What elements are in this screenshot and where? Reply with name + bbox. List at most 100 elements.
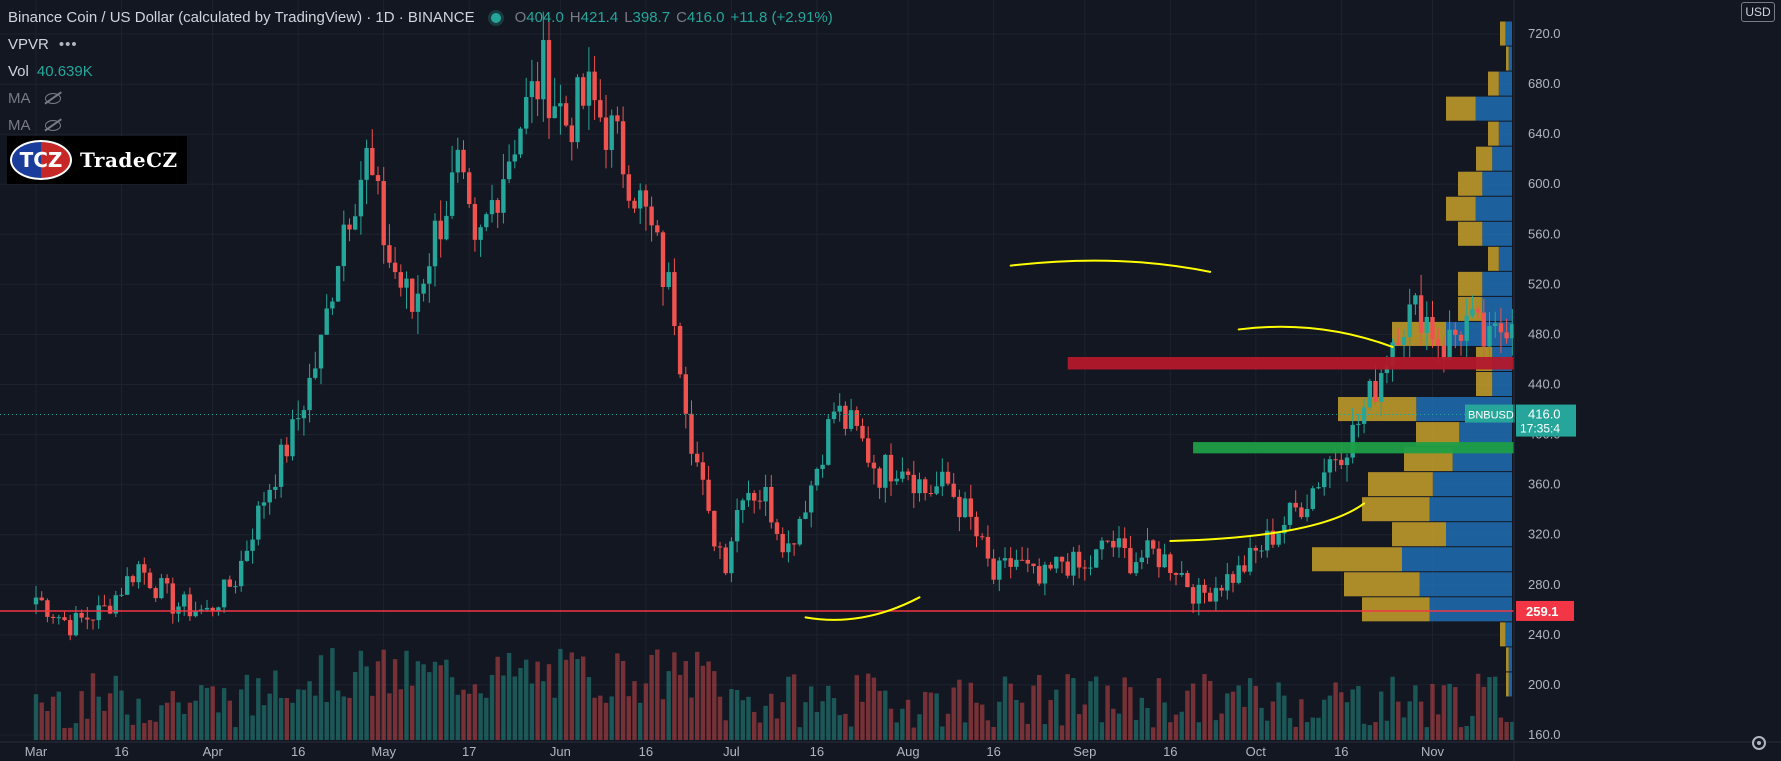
candle-body: [130, 576, 136, 583]
candle-body: [1162, 554, 1167, 568]
symbol-title[interactable]: Binance Coin / US Dollar (calculated by …: [8, 9, 475, 26]
legend-ma1-row[interactable]: MA: [8, 85, 833, 112]
vp-bar-down: [1476, 146, 1493, 171]
currency-selector[interactable]: USD: [1741, 2, 1775, 22]
volume-bar: [387, 693, 392, 740]
candle-body: [1025, 559, 1030, 564]
volume-bar: [1304, 722, 1310, 740]
volume-bar: [1453, 687, 1458, 740]
volume-bar: [677, 674, 683, 740]
candle-body: [717, 546, 723, 548]
volume-bar: [586, 677, 592, 740]
volume-bar: [1322, 699, 1327, 740]
candle-body: [729, 541, 734, 574]
volume-bar: [278, 697, 284, 740]
volume-bar: [1333, 682, 1338, 740]
volume-bar: [883, 690, 888, 740]
candle-body: [1128, 548, 1133, 574]
volume-bar: [130, 724, 136, 740]
volume-bar: [176, 702, 181, 740]
time-tick-label: 17: [462, 744, 476, 759]
candle-body: [1373, 380, 1378, 402]
hidden-eye-icon[interactable]: [44, 120, 61, 131]
volume-bar: [1031, 685, 1036, 740]
volume-bar: [39, 702, 44, 740]
volume-bar: [951, 687, 956, 740]
volume-bar: [495, 656, 500, 740]
vp-bar-up: [1498, 246, 1512, 271]
price-tick-label: 680.0: [1528, 76, 1561, 91]
candle-body: [147, 572, 153, 589]
volume-bar: [1464, 726, 1469, 740]
candle-body: [997, 560, 1002, 580]
candle-body: [689, 413, 694, 454]
volume-bar: [1299, 699, 1304, 740]
ohlc-high: 421.4: [580, 9, 619, 26]
time-tick-label: Apr: [203, 744, 224, 759]
candle-body: [341, 224, 346, 267]
candle-body: [666, 272, 671, 288]
candle-body: [529, 81, 535, 98]
candle-body: [940, 471, 945, 487]
candle-body: [1293, 502, 1298, 508]
volume-bar: [1447, 683, 1452, 740]
volume-bar: [1356, 685, 1361, 740]
hidden-eye-icon[interactable]: [44, 93, 61, 104]
candle-body: [1316, 487, 1321, 489]
candle-body: [119, 594, 124, 596]
candle-body: [392, 262, 398, 273]
volume-bar: [1185, 690, 1190, 740]
legend-vpvr-row[interactable]: VPVR •••: [8, 31, 833, 58]
vol-label[interactable]: Vol: [8, 63, 29, 80]
volume-bar: [1014, 699, 1019, 740]
volume-bar: [1116, 713, 1122, 740]
right-top-arc-annotation: [1237, 325, 1394, 348]
vp-bar-down: [1500, 21, 1506, 46]
candle-body: [290, 419, 295, 457]
candle-body: [164, 578, 170, 584]
candle-body: [301, 410, 307, 419]
time-tick-label: 16: [114, 744, 128, 759]
candle-body: [153, 588, 158, 599]
volume-bar: [1401, 717, 1407, 740]
volume-bar: [609, 696, 614, 740]
candle-body: [1190, 587, 1196, 604]
volume-bar: [1361, 723, 1367, 740]
candle-body: [871, 462, 877, 469]
legend-ma2-row[interactable]: MA: [8, 112, 833, 139]
candle-body: [1031, 563, 1036, 567]
ma1-label[interactable]: MA: [8, 90, 31, 107]
vpvr-label[interactable]: VPVR: [8, 36, 49, 53]
candle-body: [444, 215, 449, 240]
candle-body: [227, 579, 232, 587]
ma2-label[interactable]: MA: [8, 117, 31, 134]
volume-bar: [723, 720, 728, 740]
volume-bar: [848, 726, 854, 740]
candle-body: [774, 522, 780, 534]
volume-bar: [90, 673, 96, 740]
volume-bar: [1350, 689, 1355, 740]
volume-bar: [1088, 681, 1093, 740]
vp-bar-down: [1458, 221, 1483, 246]
price-tick-label: 280.0: [1528, 577, 1561, 592]
candle-body: [1498, 323, 1504, 333]
candle-body: [558, 103, 563, 107]
candle-body: [883, 454, 888, 488]
candle-body: [1088, 567, 1093, 569]
candle-body: [1413, 295, 1418, 305]
candle-body: [626, 174, 631, 201]
volume-bar: [581, 656, 586, 740]
more-icon[interactable]: •••: [58, 36, 78, 53]
volume-bar: [877, 690, 882, 740]
legend-vol-row[interactable]: Vol 40.639K: [8, 58, 833, 85]
volume-bar: [375, 661, 381, 740]
candle-body: [1510, 323, 1515, 339]
volume-bar: [296, 689, 301, 740]
candle-body: [945, 471, 951, 484]
settings-gear-icon[interactable]: [1752, 736, 1766, 750]
volume-bar: [791, 674, 797, 740]
volume-bar: [1493, 676, 1498, 740]
volume-bar: [125, 714, 130, 740]
volume-bar: [506, 652, 512, 740]
